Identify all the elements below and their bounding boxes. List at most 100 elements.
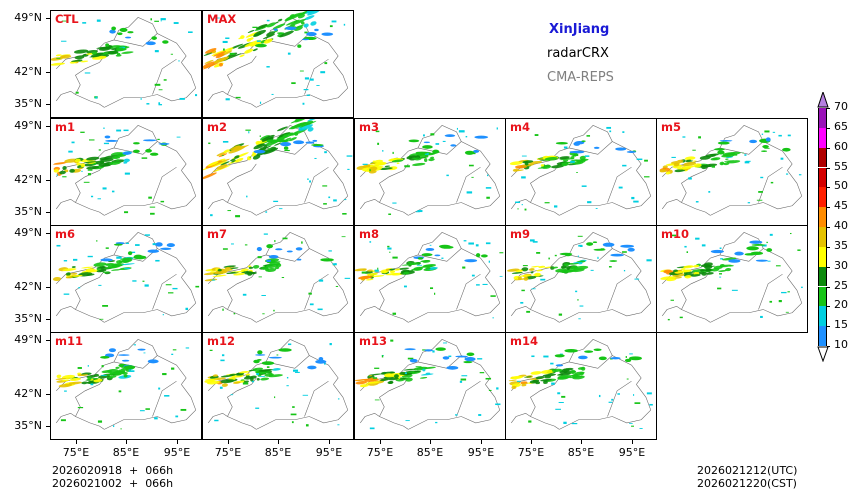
- reflectivity-cell: [464, 259, 478, 263]
- boundary-line: [55, 198, 76, 210]
- scattered-echo: [150, 18, 153, 21]
- scattered-echo: [281, 277, 285, 279]
- reflectivity-cell: [404, 348, 416, 351]
- scattered-echo: [324, 151, 327, 154]
- scattered-echo: [798, 174, 802, 176]
- scattered-echo: [772, 131, 776, 133]
- reflectivity-cell: [559, 252, 573, 256]
- scattered-echo: [56, 174, 58, 176]
- panel-label: CTL: [55, 12, 79, 26]
- scattered-echo: [87, 169, 93, 171]
- reflectivity-cell: [365, 278, 374, 281]
- scattered-echo: [245, 129, 251, 131]
- scattered-echo: [747, 202, 751, 204]
- reflectivity-map: [55, 339, 197, 430]
- reflectivity-cell: [93, 373, 99, 377]
- scattered-echo: [417, 210, 423, 213]
- variable-title: radarCRX: [547, 46, 609, 61]
- y-tick: [46, 180, 50, 181]
- scattered-echo: [554, 205, 558, 208]
- reflectivity-cell: [211, 161, 227, 168]
- boundary-line: [359, 305, 380, 317]
- colorbar-label: 10: [834, 338, 848, 351]
- boundary-line: [568, 248, 613, 262]
- scattered-echo: [631, 425, 634, 427]
- scattered-echo: [478, 414, 482, 416]
- scattered-echo: [618, 186, 623, 189]
- reflectivity-cell: [422, 366, 436, 370]
- reflectivity-cell: [239, 54, 245, 58]
- map-panel-m2: m2: [202, 118, 354, 226]
- colorbar-extend-max: [817, 92, 829, 108]
- colorbar-label: 35: [834, 238, 848, 252]
- reflectivity-cell: [263, 147, 279, 155]
- reflectivity-cell: [514, 165, 524, 169]
- scattered-echo: [521, 289, 525, 292]
- scattered-echo: [369, 427, 375, 430]
- y-tick-label: 35°N: [14, 419, 42, 432]
- colorbar-tick: [827, 187, 830, 189]
- scattered-echo: [374, 367, 380, 369]
- reflectivity-cell: [69, 377, 82, 382]
- scattered-echo: [695, 201, 699, 203]
- reflectivity-cell: [213, 270, 228, 275]
- scattered-echo: [375, 130, 380, 133]
- boundary-line: [265, 33, 310, 47]
- panel-label: m9: [510, 227, 530, 241]
- scattered-echo: [531, 355, 535, 358]
- reflectivity-cell: [301, 38, 310, 41]
- scattered-echo: [171, 353, 174, 355]
- reflectivity-cell: [105, 139, 119, 142]
- map-panel-m10: m10: [656, 225, 808, 333]
- scattered-echo: [62, 176, 67, 178]
- scattered-echo: [758, 191, 763, 193]
- scattered-echo: [235, 96, 241, 99]
- reflectivity-cell: [252, 264, 260, 269]
- scattered-echo: [287, 52, 291, 55]
- scattered-echo: [764, 130, 770, 133]
- scattered-echo: [171, 367, 175, 370]
- reflectivity-cell: [555, 268, 567, 273]
- reflectivity-cell: [405, 377, 413, 382]
- reflectivity-cell: [668, 276, 676, 279]
- scattered-echo: [318, 279, 324, 282]
- reflectivity-cell: [212, 169, 218, 173]
- scattered-echo: [404, 165, 410, 168]
- reflectivity-cell: [69, 168, 75, 173]
- reflectivity-cell: [203, 62, 219, 70]
- scattered-echo: [214, 419, 219, 422]
- reflectivity-cell: [274, 142, 282, 146]
- reflectivity-cell: [511, 385, 517, 390]
- scattered-echo: [361, 271, 367, 274]
- scattered-echo: [720, 258, 724, 260]
- x-tick-label: 75°E: [366, 446, 394, 459]
- reflectivity-cell: [407, 261, 411, 264]
- scattered-echo: [282, 237, 288, 240]
- scattered-echo: [154, 50, 159, 53]
- reflectivity-cell: [290, 18, 306, 26]
- scattered-echo: [178, 60, 180, 62]
- scattered-echo: [63, 293, 70, 295]
- boundary-line: [152, 273, 177, 310]
- reflectivity-cell: [283, 146, 289, 150]
- boundary-line: [360, 125, 491, 178]
- scattered-echo: [56, 57, 61, 59]
- x-tick: [177, 440, 178, 444]
- panel-label: m13: [359, 334, 387, 348]
- reflectivity-cell: [256, 247, 262, 252]
- scattered-echo: [476, 284, 480, 286]
- colorbar-segment: [818, 266, 827, 287]
- scattered-echo: [145, 408, 150, 410]
- scattered-echo: [490, 295, 496, 297]
- reflectivity-cell: [408, 262, 421, 265]
- colorbar-tick: [827, 266, 830, 268]
- scattered-echo: [317, 308, 323, 311]
- scattered-echo: [559, 353, 563, 355]
- scattered-echo: [257, 256, 262, 259]
- scattered-echo: [90, 383, 94, 386]
- reflectivity-cell: [367, 269, 373, 272]
- boundary-line: [456, 273, 481, 310]
- reflectivity-cell: [229, 145, 241, 150]
- scattered-echo: [468, 164, 474, 167]
- reflectivity-cell: [277, 132, 294, 141]
